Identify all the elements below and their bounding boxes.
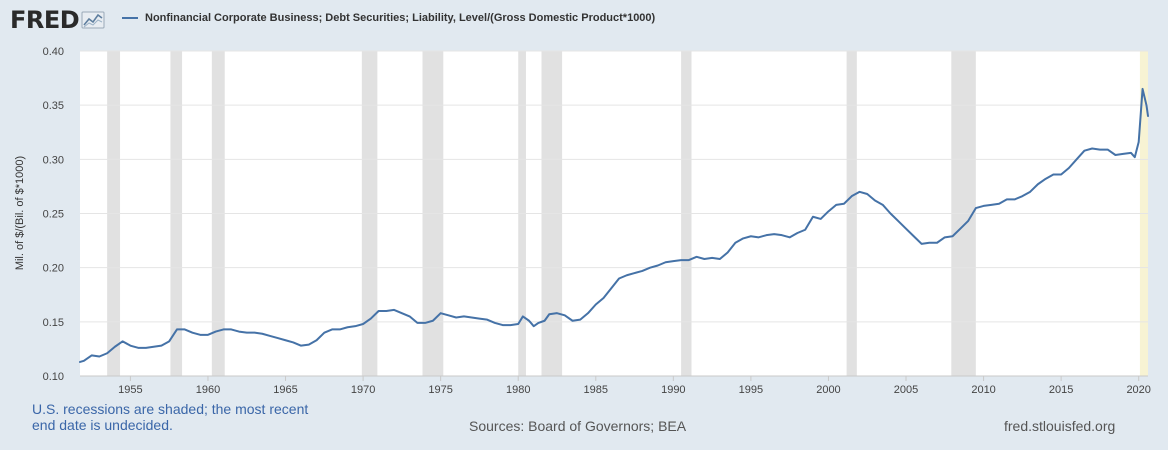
y-axis-title: Mil. of $/(Bil. of $*1000) (14, 156, 26, 270)
x-tick-label: 2020 (1126, 384, 1150, 396)
x-tick-label: 1980 (506, 384, 530, 396)
y-axis-ticks: 0.10 0.15 0.20 0.25 0.30 0.35 0.40 (43, 46, 64, 383)
x-tick-label: 1985 (584, 384, 608, 396)
x-tick-label: 1960 (196, 384, 220, 396)
x-tick-label: 1975 (428, 384, 452, 396)
line-chart-icon (81, 11, 105, 29)
chart-header: FRED Nonfinancial Corporate Business; De… (0, 0, 1168, 44)
x-axis-ticks: 1955 1960 1965 1970 1975 1980 1985 1990 1995 2000… (80, 375, 1151, 396)
x-tick-label: 2005 (894, 384, 918, 396)
legend-series-label: Nonfinancial Corporate Business; Debt Se… (145, 12, 656, 24)
sources-text: Sources: Board of Governors; BEA (469, 418, 687, 434)
series-line (79, 87, 1149, 363)
y-tick-label: 0.20 (43, 263, 64, 275)
y-tick-label: 0.15 (43, 317, 64, 329)
x-tick-label: 1970 (351, 384, 375, 396)
fred-logo[interactable]: FRED (10, 6, 105, 34)
recession-note: U.S. recessions are shaded; the most rec… (32, 401, 309, 433)
y-tick-label: 0.10 (43, 371, 64, 383)
line-chart[interactable]: 0.10 0.15 0.20 0.25 0.30 0.35 0.40 1955 1960 196… (0, 0, 1168, 400)
x-tick-label: 1990 (661, 384, 685, 396)
logo-text: FRED (10, 6, 80, 34)
x-tick-label: 2015 (1049, 384, 1073, 396)
source-url-link[interactable]: fred.stlouisfed.org (1004, 418, 1116, 434)
y-tick-label: 0.30 (43, 154, 64, 166)
legend-swatch (122, 17, 138, 19)
x-tick-label: 1995 (739, 384, 763, 396)
y-tick-label: 0.35 (43, 100, 64, 112)
series-layer (79, 87, 1149, 363)
x-tick-label: 2010 (971, 384, 995, 396)
x-tick-label: 1965 (273, 384, 297, 396)
y-tick-label: 0.40 (43, 46, 64, 58)
x-tick-label: 1955 (118, 384, 142, 396)
x-tick-label: 2000 (816, 384, 840, 396)
y-tick-label: 0.25 (43, 209, 64, 221)
chart-legend[interactable]: Nonfinancial Corporate Business; Debt Se… (122, 12, 655, 24)
